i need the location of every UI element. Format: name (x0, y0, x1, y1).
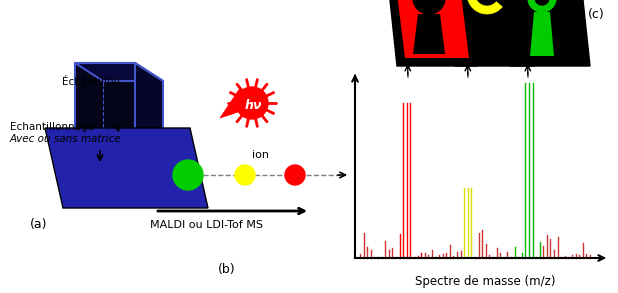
Text: (b): (b) (218, 263, 235, 276)
Polygon shape (393, 0, 469, 58)
Polygon shape (413, 14, 445, 54)
Polygon shape (530, 12, 554, 56)
Circle shape (528, 0, 556, 12)
Text: (c): (c) (588, 8, 605, 21)
Text: hν: hν (245, 99, 263, 112)
Polygon shape (135, 63, 163, 151)
Polygon shape (443, 0, 535, 66)
Circle shape (535, 0, 549, 5)
Polygon shape (75, 63, 135, 133)
Text: Échantillon: Échantillon (62, 77, 120, 87)
Polygon shape (45, 128, 208, 208)
Text: Echantillonnage: Echantillonnage (10, 122, 94, 132)
Text: Spectre de masse (m/z): Spectre de masse (m/z) (415, 275, 556, 288)
Circle shape (235, 165, 255, 185)
Polygon shape (498, 0, 590, 66)
Circle shape (236, 87, 268, 119)
Text: (a): (a) (30, 218, 48, 231)
Polygon shape (75, 63, 163, 81)
Polygon shape (220, 88, 265, 118)
Polygon shape (385, 0, 477, 66)
Text: MALDI ou LDI-Tof MS: MALDI ou LDI-Tof MS (150, 220, 263, 230)
Wedge shape (467, 0, 502, 14)
Circle shape (173, 160, 203, 190)
Circle shape (285, 165, 305, 185)
Text: Avec ou sans matrice: Avec ou sans matrice (10, 134, 122, 144)
Circle shape (413, 0, 445, 14)
Text: ion: ion (252, 150, 269, 160)
